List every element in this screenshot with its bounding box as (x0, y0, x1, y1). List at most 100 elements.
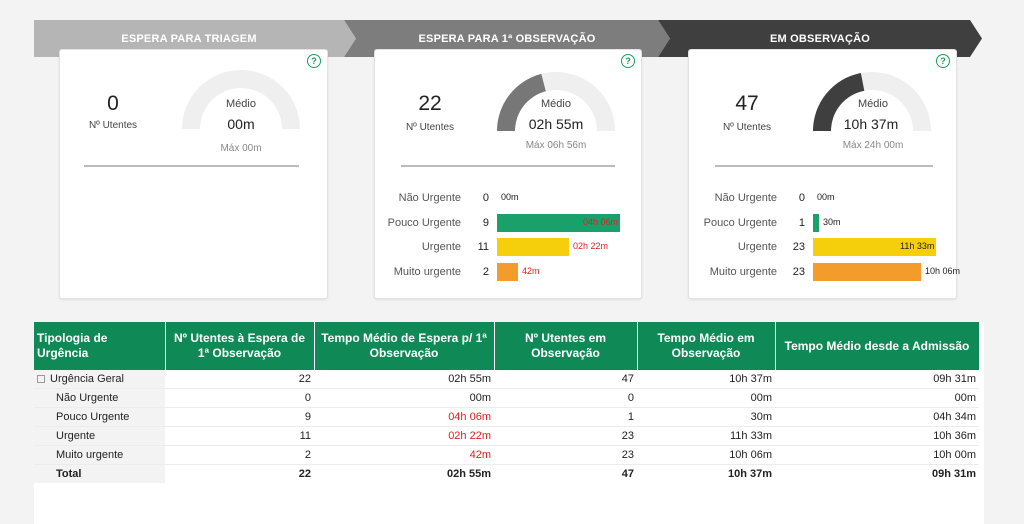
urgency-bar[interactable] (497, 238, 569, 256)
urgency-bar-value: 42m (522, 265, 540, 276)
urgency-bar-track: 02h 22m (497, 237, 647, 257)
stage-chevron-3 (658, 20, 982, 57)
cell: 00m (637, 388, 775, 408)
urgency-bar-track: 00m (497, 188, 647, 208)
stage-chevron-1 (34, 20, 356, 57)
urgency-bar-row: Urgente 11 02h 22m (381, 237, 647, 257)
urgency-bar-count: 0 (482, 192, 489, 204)
col-header-tempo-espera[interactable]: Tempo Médio de Espera p/ 1ª Observação (314, 322, 495, 370)
table-header-row: Tipologia de Urgência Nº Utentes à Esper… (34, 322, 980, 370)
urgency-bar-track: 00m (813, 188, 963, 208)
cell: 04h 34m (775, 407, 979, 427)
col-header-utentes-espera[interactable]: Nº Utentes à Espera de 1ª Observação (165, 322, 315, 370)
urgency-bar-track: 42m (497, 262, 647, 282)
table-total-row: Total 22 02h 55m 47 10h 37m 09h 31m (34, 464, 979, 483)
gauge-value: 10h 37m (843, 116, 899, 132)
col-header-tipologia[interactable]: Tipologia de Urgência (34, 322, 166, 370)
patients-count: 0 (107, 92, 119, 115)
urgency-bar-row: Pouco Urgente 1 30m (697, 213, 963, 233)
wait-gauge (813, 72, 931, 131)
cell: 00m (775, 388, 979, 408)
cell: 0 (165, 388, 314, 408)
gauge-fill (813, 73, 865, 131)
gauge-max: Máx 06h 56m (525, 140, 587, 151)
urgency-bar-name: Não Urgente (398, 192, 461, 204)
urgency-bar-value: 30m (823, 216, 841, 227)
info-icon[interactable]: ? (307, 54, 321, 68)
row-name: Urgente (34, 426, 165, 446)
divider (715, 165, 933, 167)
row-name: Muito urgente (34, 445, 165, 465)
row-name: Total (34, 464, 165, 483)
col-header-utentes-observacao[interactable]: Nº Utentes em Observação (494, 322, 638, 370)
cell: 22 (298, 468, 311, 480)
urgency-bar-value: 00m (501, 192, 519, 202)
card-em-observacao: ? 47 Nº Utentes Médio 10h 37m Máx 24h 00… (688, 49, 960, 299)
patients-count-label: Nº Utentes (405, 122, 455, 133)
urgency-table-panel: Tipologia de Urgência Nº Utentes à Esper… (34, 322, 984, 524)
gauge-label: Médio (226, 98, 256, 110)
urgency-bar-value: 10h 06m (925, 265, 961, 276)
row-name: Não Urgente (34, 388, 165, 408)
cell: 30m (637, 407, 775, 427)
stage-label-espera-obs: ESPERA PARA 1ª OBSERVAÇÃO (418, 32, 596, 45)
table-row: Urgente 11 02h 22m 23 11h 33m 10h 36m (34, 426, 979, 446)
stage-chevrons (34, 20, 982, 57)
urgency-bar-value: 04h 06m (583, 216, 619, 227)
urgency-bar-name: Pouco Urgente (387, 216, 461, 229)
urgency-bar-count: 23 (792, 241, 805, 253)
urgency-bar[interactable] (813, 238, 936, 256)
cell: 10h 37m (727, 468, 772, 480)
cell: 23 (494, 445, 637, 465)
urgency-bar-name: Urgente (421, 241, 461, 253)
info-icon[interactable]: ? (621, 54, 635, 68)
urgency-bar-name: Muito urgente (393, 265, 461, 278)
urgency-bar-count: 0 (798, 192, 805, 204)
cell: 0 (494, 388, 637, 408)
urgency-bar-count: 11 (477, 241, 489, 253)
urgency-bar[interactable] (813, 262, 921, 281)
col-header-tempo-observacao[interactable]: Tempo Médio em Observação (637, 322, 776, 370)
card-triagem: ? 0 Nº Utentes Médio 00m Máx 00m (59, 49, 328, 299)
urgency-bar-track: 10h 06m (813, 262, 963, 282)
urgency-bar-value: 00m (817, 192, 835, 202)
cell-alert: 04h 06m (314, 407, 494, 427)
urgency-bar[interactable] (497, 262, 518, 281)
cell: 10h 36m (775, 426, 979, 446)
stage-chevron-2 (344, 20, 670, 57)
urgency-bar-track: 11h 33m (813, 237, 963, 257)
cell: 22 (165, 370, 314, 389)
urgency-bar-row: Não Urgente 0 00m (381, 188, 647, 208)
urgency-bar-name: Muito urgente (709, 265, 777, 278)
cell: 09h 31m (775, 370, 979, 389)
stage-label-em-obs: EM OBSERVAÇÃO (770, 32, 870, 45)
urgency-bar-name: Não Urgente (714, 192, 777, 204)
urgency-bar-track: 30m (813, 213, 963, 233)
cell: 1 (494, 407, 637, 427)
cell-alert: 02h 22m (314, 426, 494, 446)
urgency-bar-count: 9 (482, 216, 489, 229)
divider (84, 165, 299, 167)
row-name[interactable]: Urgência Geral (34, 370, 165, 389)
urgency-bar-count: 23 (792, 265, 805, 278)
col-header-tempo-admissao[interactable]: Tempo Médio desde a Admissão (775, 322, 980, 370)
urgency-bar-row: Muito urgente 23 10h 06m (697, 262, 963, 282)
gauge-label: Médio (858, 98, 888, 110)
wait-gauge (497, 72, 615, 131)
cell: 11h 33m (637, 426, 775, 446)
divider (401, 165, 615, 167)
urgency-bar-row: Urgente 23 11h 33m (697, 237, 963, 257)
cell: 2 (165, 445, 314, 465)
urgency-bar-count: 2 (482, 265, 489, 278)
gauge-value: 02h 55m (528, 116, 584, 132)
collapse-icon[interactable] (37, 375, 45, 384)
urgency-bar[interactable] (813, 213, 819, 232)
table-row: Urgência Geral 22 02h 55m 47 10h 37m 09h… (34, 370, 979, 389)
urgency-bar[interactable] (497, 213, 620, 232)
info-icon[interactable]: ? (936, 54, 950, 68)
urgency-bar-row: Pouco Urgente 9 04h 06m (381, 213, 647, 233)
urgency-table: Tipologia de Urgência Nº Utentes à Esper… (34, 322, 980, 483)
table-row: Muito urgente 2 42m 23 10h 06m 10h 00m (34, 445, 979, 465)
urgency-bar-name: Pouco Urgente (703, 216, 777, 229)
urgency-bar-value: 02h 22m (573, 241, 609, 251)
